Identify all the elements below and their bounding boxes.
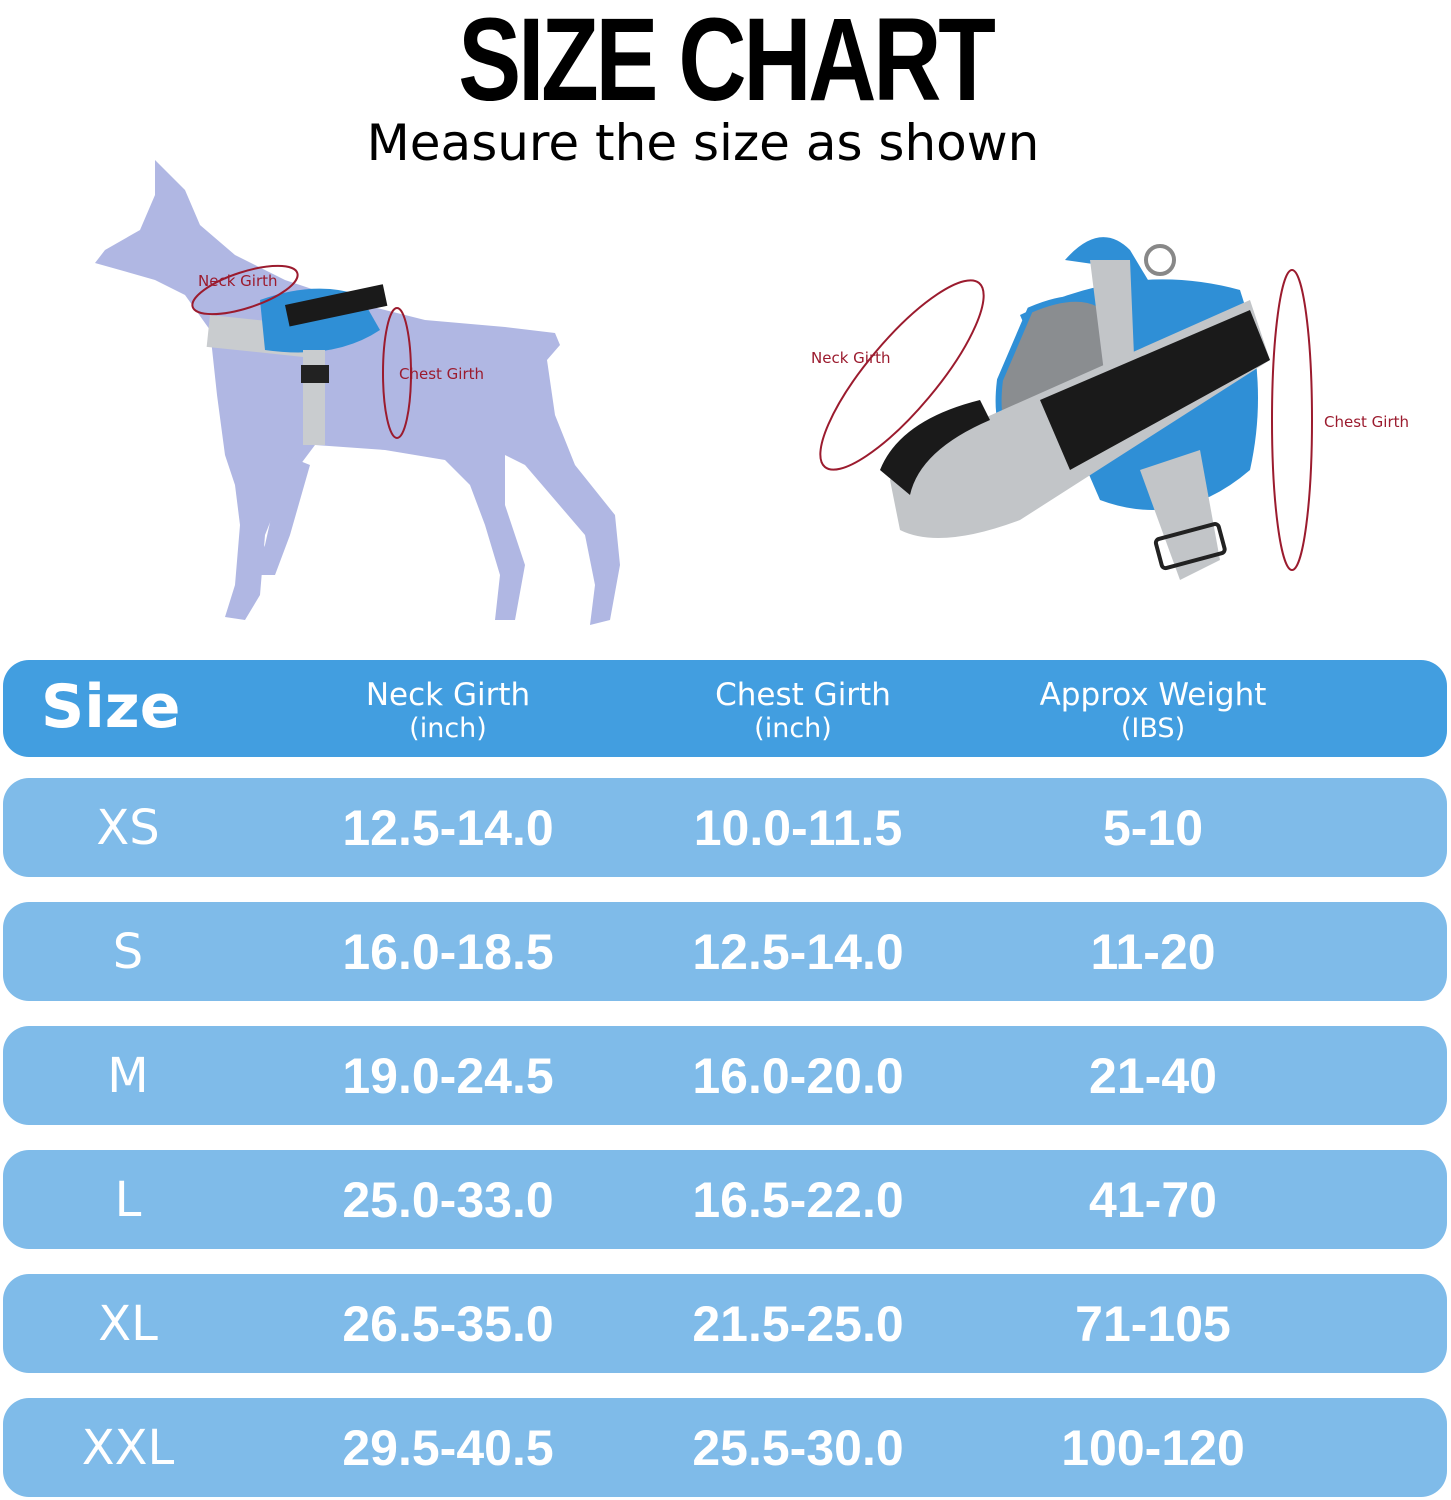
weight-cell: 41-70 (1089, 1171, 1217, 1228)
chest-girth-cell: 21.5-25.0 (692, 1295, 904, 1352)
header-weight: Approx Weight (IBS) (973, 678, 1333, 746)
table-row: XXL 29.5-40.5 25.5-30.0 100-120 (3, 1398, 1447, 1497)
header-chest-girth-unit: (inch) (754, 713, 832, 744)
size-cell: L (114, 1171, 142, 1228)
header-weight-unit: (IBS) (1120, 713, 1186, 744)
harness-neck-girth-label: Neck Girth (811, 349, 891, 367)
size-cell: S (112, 923, 144, 980)
page-title: SIZE CHART (458, 0, 996, 126)
dog-illustration: Neck Girth Chest Girth (85, 155, 645, 635)
neck-girth-cell: 26.5-35.0 (342, 1295, 554, 1352)
size-cell: M (107, 1047, 149, 1104)
neck-girth-cell: 25.0-33.0 (342, 1171, 554, 1228)
header-chest-girth-label: Chest Girth (715, 677, 891, 713)
table-row: XS 12.5-14.0 10.0-11.5 5-10 (3, 778, 1447, 877)
table-header: Size Neck Girth (inch) Chest Girth (inch… (3, 660, 1447, 757)
page-subtitle: Measure the size as shown (366, 114, 1040, 172)
header-neck-girth: Neck Girth (inch) (268, 678, 628, 746)
chest-girth-cell: 16.0-20.0 (692, 1047, 904, 1104)
neck-girth-cell: 19.0-24.5 (342, 1047, 554, 1104)
table-row: S 16.0-18.5 12.5-14.0 11-20 (3, 902, 1447, 1001)
table-row: XL 26.5-35.0 21.5-25.0 71-105 (3, 1274, 1447, 1373)
dog-neck-girth-label: Neck Girth (198, 272, 278, 290)
chest-girth-cell: 25.5-30.0 (692, 1419, 904, 1476)
chest-girth-cell: 10.0-11.5 (693, 799, 903, 856)
table-row: M 19.0-24.5 16.0-20.0 21-40 (3, 1026, 1447, 1125)
weight-cell: 5-10 (1102, 799, 1204, 856)
harness-chest-girth-label: Chest Girth (1324, 413, 1410, 431)
neck-girth-cell: 29.5-40.5 (342, 1419, 554, 1476)
weight-cell: 100-120 (1061, 1419, 1245, 1476)
header-neck-girth-label: Neck Girth (365, 677, 531, 713)
header-chest-girth: Chest Girth (inch) (623, 678, 983, 746)
dog-chest-girth-label: Chest Girth (399, 365, 485, 383)
neck-girth-cell: 16.0-18.5 (342, 923, 554, 980)
chest-girth-cell: 16.5-22.0 (692, 1171, 904, 1228)
header-neck-girth-unit: (inch) (409, 713, 487, 744)
dog-silhouette (95, 160, 620, 625)
header-weight-label: Approx Weight (1039, 677, 1267, 713)
size-cell: XXL (81, 1419, 175, 1476)
table-row: L 25.0-33.0 16.5-22.0 41-70 (3, 1150, 1447, 1249)
harness-illustration: Neck Girth Chest Girth (800, 220, 1440, 600)
weight-cell: 71-105 (1075, 1295, 1231, 1352)
neck-girth-cell: 12.5-14.0 (342, 799, 554, 856)
weight-cell: 21-40 (1089, 1047, 1217, 1104)
weight-cell: 11-20 (1090, 923, 1216, 980)
size-cell: XL (98, 1295, 158, 1352)
chest-girth-cell: 12.5-14.0 (692, 923, 904, 980)
size-cell: XS (96, 799, 160, 856)
header-size: Size (41, 672, 181, 742)
